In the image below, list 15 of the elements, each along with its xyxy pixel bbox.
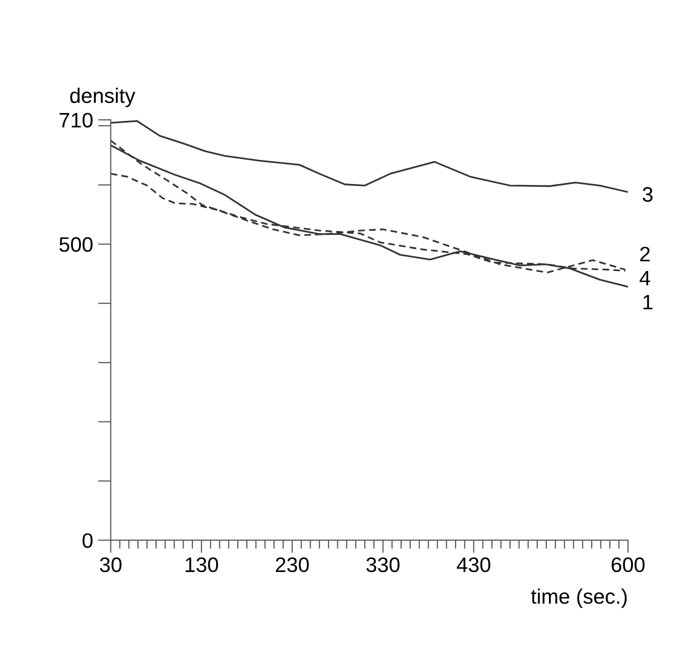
y-tick-label: 0: [82, 533, 93, 548]
x-tick-label: 30: [100, 557, 122, 572]
x-tick-label: 330: [366, 557, 400, 572]
series-label: 2: [640, 246, 650, 262]
x-tick-label: 430: [456, 557, 490, 572]
y-tick-label: 500: [59, 237, 93, 252]
x-tick-label: 230: [276, 557, 309, 572]
y-axis-title: density: [70, 88, 136, 108]
y-tick-label: 710: [60, 112, 93, 128]
series-label: 3: [642, 187, 653, 202]
x-axis-title: time (sec.): [531, 588, 627, 608]
series-label: 4: [640, 270, 650, 286]
series-label: 1: [643, 294, 652, 310]
x-tick-label: 600: [612, 557, 645, 572]
x-tick-label: 130: [186, 557, 218, 572]
